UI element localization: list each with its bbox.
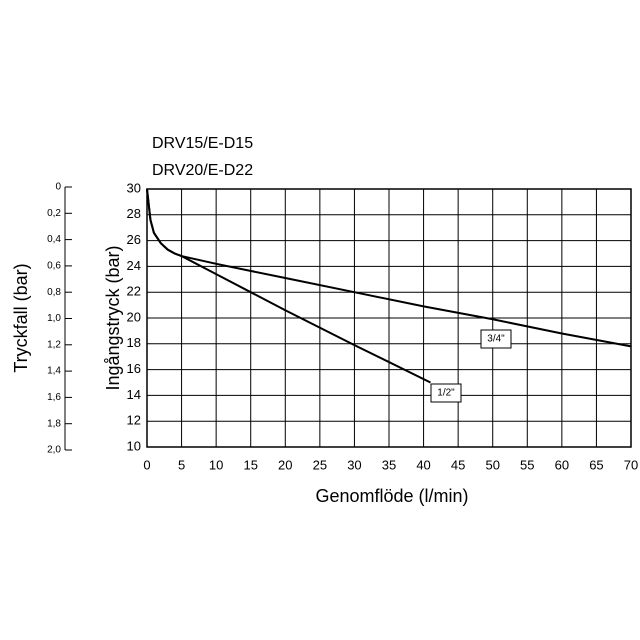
x-tick-label: 20 <box>278 457 292 472</box>
y-tick-label: 30 <box>127 180 141 195</box>
y-tick-label: 12 <box>127 413 141 428</box>
x-tick-label: 35 <box>382 457 396 472</box>
y-tick-label: 10 <box>127 438 141 453</box>
y-tick-label: 14 <box>127 387 141 402</box>
x-tick-label: 60 <box>555 457 569 472</box>
series-line <box>146 188 632 348</box>
x-tick-label: 55 <box>520 457 534 472</box>
x-tick-label: 10 <box>209 457 223 472</box>
y2-tick-label: 1,8 <box>47 418 61 429</box>
y-tick-label: 20 <box>127 309 141 324</box>
series-label-box <box>430 383 462 403</box>
series-label-box <box>480 329 512 349</box>
y2-tick-label: 2,0 <box>47 445 61 456</box>
y2-tick-label: 1,0 <box>47 313 61 324</box>
plot-border <box>146 188 632 448</box>
y-tick-label: 22 <box>127 284 141 299</box>
y2-tick-label: 1,6 <box>47 392 61 403</box>
y2-tick-label: 1,4 <box>47 366 61 377</box>
y2-tick-label: 0,2 <box>47 208 61 219</box>
y-tick-label: 16 <box>127 361 141 376</box>
y-tick-label: 26 <box>127 232 141 247</box>
y2-axis-title: Tryckfall (bar) <box>11 263 31 372</box>
chart-title: DRV15/E-D15 <box>152 135 253 152</box>
x-tick-label: 30 <box>347 457 361 472</box>
y2-tick-label: 0,6 <box>47 261 61 272</box>
series-label: 3/4" <box>487 334 505 345</box>
x-tick-label: 5 <box>178 457 185 472</box>
x-tick-label: 45 <box>451 457 465 472</box>
x-tick-label: 65 <box>589 457 603 472</box>
x-tick-label: 15 <box>243 457 257 472</box>
y-axis-title: Ingångstryck (bar) <box>103 245 123 390</box>
chart-subtitle: DRV20/E-D22 <box>152 162 253 179</box>
x-tick-label: 50 <box>485 457 499 472</box>
y2-tick-label: 0,8 <box>47 287 61 298</box>
y2-tick-label: 1,2 <box>47 339 61 350</box>
y-tick-label: 24 <box>127 258 141 273</box>
x-tick-label: 40 <box>416 457 430 472</box>
x-axis-title: Genomflöde (l/min) <box>315 486 468 506</box>
y-tick-label: 18 <box>127 335 141 350</box>
x-tick-label: 0 <box>143 457 150 472</box>
x-tick-label: 25 <box>313 457 327 472</box>
series-label: 1/2" <box>437 388 455 399</box>
y2-tick-label: 0,4 <box>47 234 61 245</box>
y-tick-label: 28 <box>127 206 141 221</box>
x-tick-label: 70 <box>624 457 638 472</box>
y2-tick-label: 0 <box>55 182 61 193</box>
